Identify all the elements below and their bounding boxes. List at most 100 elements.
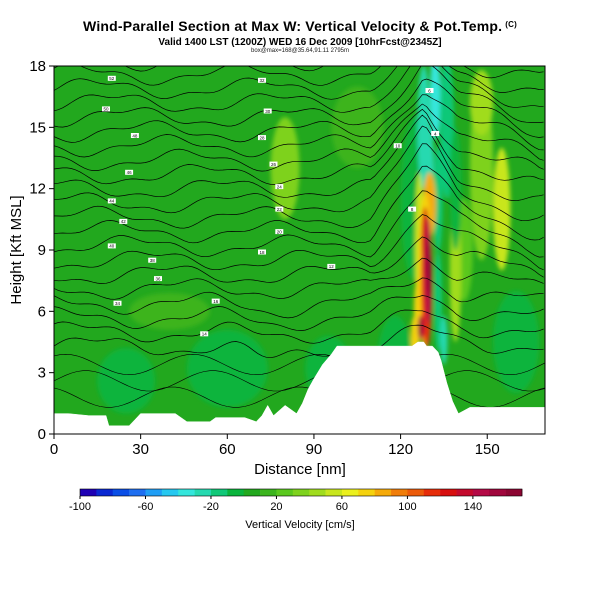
- colorbar-segment: [292, 489, 310, 496]
- colorbar-segment: [309, 489, 326, 496]
- theta-contour: [54, 309, 544, 344]
- contour-label-text: 50: [103, 107, 109, 112]
- colorbar-segment: [423, 489, 441, 496]
- theta-contour: [54, 295, 544, 331]
- contour-label-box: [107, 198, 116, 204]
- contour-label: 18: [258, 249, 266, 255]
- colorbar-segment: [407, 489, 425, 496]
- contour-label-box: [107, 75, 116, 81]
- contour-label-box: [269, 161, 278, 167]
- contour-label-box: [263, 108, 272, 114]
- contour-label-box: [102, 106, 110, 112]
- velocity-region: [469, 70, 494, 136]
- colorbar-tick-label: 60: [336, 501, 348, 513]
- contour-label-box: [275, 206, 284, 212]
- plot-area: 5250484644424038363432302826242220181614…: [54, 31, 545, 434]
- contour-label-text: 8: [411, 207, 414, 212]
- contour-label-text: 18: [259, 250, 265, 255]
- contour-label: 4: [431, 131, 440, 136]
- colorbar-segment: [260, 489, 277, 496]
- contour-label: 50: [102, 106, 110, 112]
- x-tick-label: 30: [132, 441, 149, 458]
- chart-subtitle: Valid 1400 LST (1200Z) WED 16 Dec 2009 […: [158, 37, 442, 48]
- contour-label: 44: [107, 198, 116, 204]
- chart-subsubtitle: box@max=168@35.64,91.11 2795m: [251, 48, 349, 54]
- y-tick-label: 3: [38, 365, 46, 382]
- contour-label-box: [148, 257, 157, 263]
- y-tick-label: 18: [29, 58, 46, 75]
- contour-label-box: [119, 218, 128, 224]
- colorbar-frame: [79, 488, 523, 497]
- contour-label: 42: [119, 218, 128, 224]
- theta-contour: [54, 66, 544, 86]
- contour-label-text: 30: [265, 109, 271, 114]
- contour-label: 48: [130, 133, 139, 138]
- theta-contour: [54, 66, 544, 128]
- colorbar-segment: [391, 489, 408, 496]
- colorbar-tick-label: -100: [69, 501, 91, 513]
- theta-contour: [54, 257, 544, 300]
- colorbar-segment: [80, 489, 97, 496]
- contour-label-text: 28: [259, 135, 265, 140]
- contour-label-text: 14: [202, 332, 208, 337]
- y-tick-label: 6: [38, 303, 46, 320]
- contour-label-text: 26: [271, 162, 277, 167]
- contour-label-text: 52: [109, 76, 115, 81]
- colorbar-segment: [456, 489, 474, 496]
- colorbar-segment: [358, 489, 375, 496]
- contour-label: 32: [258, 77, 266, 83]
- colorbar-segment: [96, 489, 114, 496]
- theta-contour: [54, 353, 545, 376]
- contour-label-box: [258, 77, 266, 83]
- contour-label-text: 12: [329, 264, 335, 269]
- velocity-region: [270, 117, 300, 220]
- contour-label: 46: [125, 169, 134, 175]
- contour-label: 12: [327, 263, 336, 269]
- theta-contours: [54, 31, 545, 408]
- theta-contour: [54, 66, 544, 113]
- contour-label-text: 4: [434, 131, 437, 136]
- velocity-region: [186, 329, 268, 408]
- colorbar-segment: [145, 489, 163, 496]
- contour-label-box: [275, 229, 284, 235]
- colorbar-segment: [129, 489, 146, 496]
- theta-contour: [54, 108, 544, 185]
- colorbar-label: Vertical Velocity [cm/s]: [245, 519, 354, 531]
- colorbar-segment: [243, 489, 261, 496]
- contour-label-box: [107, 243, 116, 249]
- contour-label: 14: [200, 331, 209, 337]
- velocity-region: [440, 315, 448, 365]
- colorbar-segment: [276, 489, 294, 496]
- x-tick-label: 120: [388, 441, 413, 458]
- velocity-region: [426, 235, 431, 298]
- contour-label-text: 6: [428, 88, 431, 93]
- colorbar-segment: [440, 489, 457, 496]
- theta-contour: [54, 78, 544, 143]
- theta-contour: [124, 66, 325, 72]
- y-tick-label: 0: [38, 426, 46, 443]
- contour-label: 6: [425, 88, 434, 93]
- colorbar-tick-label: 140: [464, 501, 482, 513]
- theta-contour: [54, 94, 544, 158]
- contour-label: 20: [275, 229, 284, 235]
- y-tick-label: 9: [38, 242, 46, 259]
- contour-label-text: 24: [277, 184, 283, 189]
- contour-label-box: [327, 263, 336, 269]
- contour-label: 8: [408, 206, 417, 212]
- contour-label-text: 36: [155, 276, 161, 281]
- x-tick-label: 60: [219, 441, 236, 458]
- y-axis-label: Height [Kft MSL]: [8, 195, 25, 304]
- chart-title-text: Wind-Parallel Section at Max W: Vertical…: [83, 18, 503, 34]
- contour-label-text: 46: [127, 170, 133, 175]
- theta-contour: [54, 31, 544, 56]
- colorbar-segment: [227, 489, 244, 496]
- contour-label: 10: [393, 143, 402, 149]
- colorbar-tick-label: 20: [270, 501, 282, 513]
- contour-label-text: 32: [259, 78, 265, 83]
- colorbar-tick-label: -20: [203, 501, 219, 513]
- colorbar-tick-label: 100: [398, 501, 416, 513]
- contour-label-text: 20: [277, 229, 283, 234]
- colorbar-segment: [374, 489, 392, 496]
